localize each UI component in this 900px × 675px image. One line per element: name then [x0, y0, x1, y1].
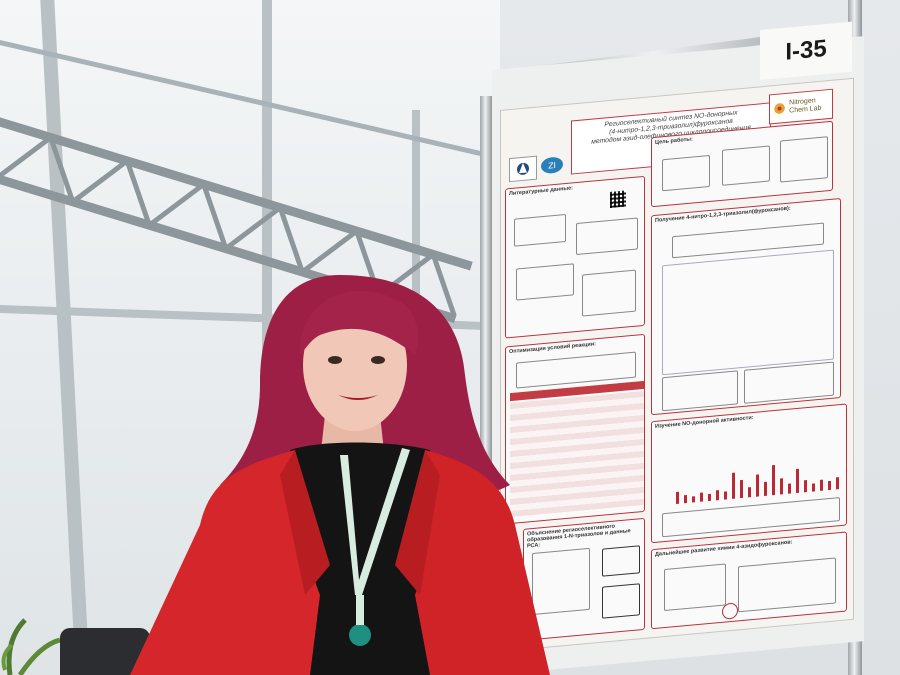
chart-bar: [692, 496, 695, 503]
stamp-icon: [722, 602, 738, 620]
molecule-scheme: [780, 136, 828, 183]
chart-bar: [740, 479, 743, 499]
lanyard-strap: [356, 595, 364, 625]
qr-code: [610, 190, 626, 208]
jacket-lapel: [280, 450, 330, 595]
institute-logo: [509, 155, 537, 183]
molecule-scheme: [662, 370, 738, 412]
nitrogen-lab-logo: Nitrogen Chem Lab: [769, 88, 833, 125]
jacket: [415, 450, 550, 675]
crystal-structure: [602, 583, 640, 619]
molecule-scheme: [738, 557, 836, 613]
chart-bar: [820, 479, 823, 491]
eye: [328, 356, 342, 364]
hair-fringe: [300, 290, 418, 355]
lab-logo-icon: [774, 103, 785, 114]
scientific-poster: ZI Региоселективный синтез NO-донорных (…: [500, 77, 854, 653]
product-grid: [662, 249, 834, 376]
chart-bar: [836, 477, 839, 490]
panel-outlook: Дальнейшее развитие химии 4-азидофурокса…: [651, 531, 847, 630]
chart-bar: [700, 492, 703, 502]
panel-no-activity: Изучение NO-донорной активности:: [651, 403, 847, 544]
molecule-scheme: [576, 217, 638, 256]
lanyard: [340, 448, 410, 595]
bar-chart: [674, 448, 847, 504]
chart-bar: [716, 490, 719, 501]
person: [130, 275, 550, 675]
lab-emblem: ZI: [539, 153, 565, 177]
svg-text:ZI: ZI: [548, 161, 556, 171]
chart-bar: [708, 493, 711, 502]
lips: [338, 395, 378, 400]
molecule-scheme: [662, 497, 840, 538]
chart-bar: [684, 494, 687, 504]
chart-bar: [732, 472, 735, 499]
eye: [371, 356, 385, 364]
molecule-scheme: [662, 154, 710, 192]
chart-bar: [828, 480, 831, 491]
jacket: [130, 450, 320, 675]
chart-bar: [764, 481, 767, 496]
molecule-scheme: [582, 269, 636, 317]
chart-bar: [676, 491, 679, 504]
panel-synthesis: Получение 4-нитро-1,2,3-триазолил(фурокс…: [651, 197, 841, 416]
logo-text: Nitrogen Chem Lab: [789, 97, 822, 115]
crystal-structure: [602, 545, 640, 577]
lanyard-clip: [349, 624, 371, 646]
molecule-scheme: [514, 213, 566, 247]
shirt: [280, 442, 450, 675]
plant: [1, 618, 61, 675]
molecule-scheme: [664, 563, 726, 612]
chart-bar: [748, 487, 751, 498]
board-number: I-35: [760, 21, 852, 81]
chart-bar: [756, 474, 759, 497]
chart-bar: [724, 491, 727, 500]
molecule-scheme: [744, 361, 834, 404]
molecule-scheme: [722, 145, 770, 186]
chart-bar: [780, 478, 783, 495]
chart-bar: [788, 483, 791, 494]
chart-bar: [804, 480, 807, 493]
chart-bar: [772, 464, 775, 496]
chart-bar: [796, 468, 799, 494]
jacket-lapel: [395, 450, 440, 595]
chart-bar: [812, 483, 815, 492]
